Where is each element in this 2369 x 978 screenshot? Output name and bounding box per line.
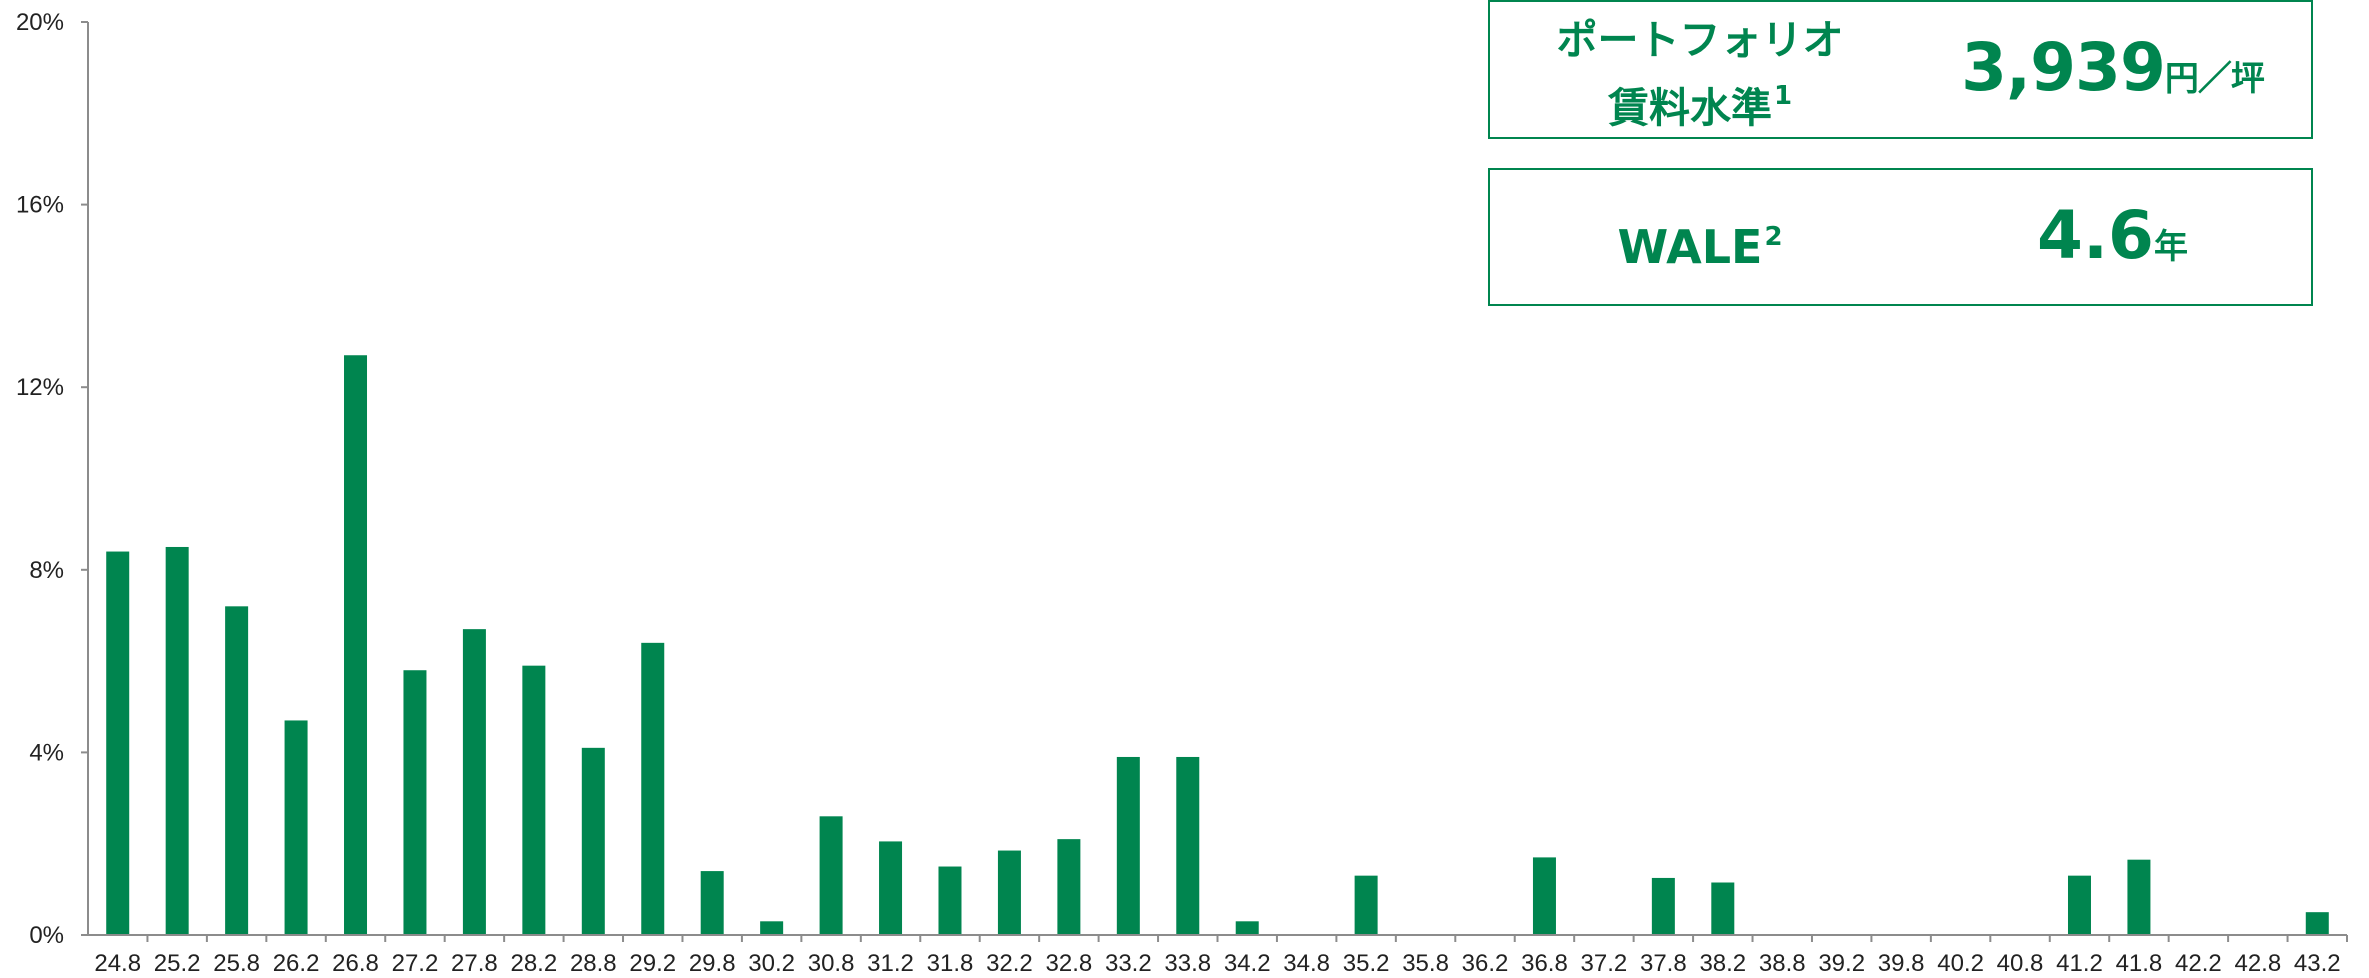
bar-29.8	[700, 871, 724, 935]
x-tick-label: 24.8	[94, 950, 141, 977]
x-tick-label: 40.2	[1937, 950, 1984, 977]
bar-33.8	[1176, 756, 1200, 935]
bar-28.8	[581, 747, 605, 935]
x-tick-label: 26.2	[273, 950, 320, 977]
x-tick-label: 37.2	[1581, 950, 1628, 977]
bar-41.2	[2067, 875, 2091, 935]
x-tick-label: 35.2	[1343, 950, 1390, 977]
x-tick-label: 25.8	[213, 950, 260, 977]
x-tick-label: 37.8	[1640, 950, 1687, 977]
x-tick-label: 28.8	[570, 950, 617, 977]
wale-label: WALE2	[1490, 202, 1910, 282]
rent-level-box: ポートフォリオ 賃料水準1 3,939円／坪	[1488, 0, 2313, 139]
x-tick-label: 30.8	[808, 950, 855, 977]
x-tick-label: 30.2	[748, 950, 795, 977]
bar-38.2	[1711, 882, 1735, 935]
rent-label-line2: 賃料水準	[1607, 84, 1772, 132]
bar-32.8	[1057, 839, 1081, 935]
x-tick-label: 31.8	[927, 950, 974, 977]
bar-26.2	[284, 720, 308, 935]
x-tick-label: 34.2	[1224, 950, 1271, 977]
bar-30.8	[819, 816, 843, 935]
x-tick-label: 26.8	[332, 950, 379, 977]
bar-27.2	[403, 670, 427, 935]
x-tick-label: 33.8	[1164, 950, 1211, 977]
wale-value-unit: 年	[2153, 227, 2188, 267]
bar-26.8	[344, 355, 368, 935]
x-tick-label: 38.2	[1699, 950, 1746, 977]
x-tick-label: 31.2	[867, 950, 914, 977]
bar-33.2	[1116, 756, 1140, 935]
bar-43.2	[2305, 912, 2329, 935]
y-tick-label: 0%	[29, 922, 64, 949]
bar-25.2	[165, 546, 189, 935]
bars	[106, 355, 2329, 935]
bar-31.8	[938, 866, 962, 935]
wale-box: WALE2 4.6年	[1488, 168, 2313, 306]
rent-value-number: 3,939	[1961, 29, 2166, 106]
bar-31.2	[879, 841, 903, 935]
bar-41.8	[2127, 859, 2151, 935]
y-tick-label: 16%	[16, 192, 64, 219]
x-tick-label: 36.8	[1521, 950, 1568, 977]
x-tick-label: 35.8	[1402, 950, 1449, 977]
bar-32.2	[997, 850, 1021, 935]
x-tick-label: 43.2	[2294, 950, 2341, 977]
x-tick-label: 32.8	[1046, 950, 1093, 977]
x-tick-label: 28.2	[510, 950, 557, 977]
x-tick-label: 27.2	[392, 950, 439, 977]
x-tick-label: 41.2	[2056, 950, 2103, 977]
bar-37.8	[1651, 877, 1675, 935]
x-tick-label: 29.8	[689, 950, 736, 977]
x-tick-label: 34.8	[1283, 950, 1330, 977]
bar-36.8	[1532, 857, 1556, 935]
x-tick-label: 41.8	[2116, 950, 2163, 977]
bar-29.2	[641, 642, 665, 935]
x-tick-label: 39.8	[1878, 950, 1925, 977]
wale-value: 4.6年	[1910, 194, 2315, 289]
bar-27.8	[462, 629, 486, 935]
x-axis: 24.8 25.2 25.8 26.2 26.8 27.2 27.8 28.2 28.8 29.2…	[88, 934, 2348, 977]
x-tick-label: 33.2	[1105, 950, 1152, 977]
x-tick-label: 42.8	[2234, 950, 2281, 977]
bar-28.2	[522, 665, 546, 935]
bar-34.2	[1235, 921, 1259, 935]
x-tick-label: 42.2	[2175, 950, 2222, 977]
x-tick-label: 29.2	[629, 950, 676, 977]
rent-value-unit: 円／坪	[2164, 59, 2265, 99]
wale-footnote-mark: 2	[1764, 222, 1783, 252]
wale-value-number: 4.6	[2037, 197, 2154, 274]
x-tick-label: 27.8	[451, 950, 498, 977]
rent-level-value: 3,939円／坪	[1910, 26, 2315, 121]
y-tick-label: 8%	[29, 557, 64, 584]
bar-30.2	[760, 921, 784, 935]
bar-35.2	[1354, 875, 1378, 935]
bar-25.8	[225, 606, 249, 935]
y-tick-label: 4%	[29, 739, 64, 766]
x-tick-label: 36.2	[1462, 950, 1509, 977]
rent-label-line1: ポートフォリオ	[1556, 16, 1844, 64]
bar-24.8	[106, 551, 130, 935]
rent-footnote-mark: 1	[1773, 81, 1793, 111]
y-axis: 0% 4% 8% 12% 16% 20%	[16, 9, 89, 949]
x-tick-label: 39.2	[1818, 950, 1865, 977]
x-tick-label: 25.2	[154, 950, 201, 977]
x-tick-label: 40.8	[1997, 950, 2044, 977]
y-tick-label: 20%	[16, 9, 64, 36]
y-tick-label: 12%	[16, 374, 64, 401]
rent-level-label: ポートフォリオ 賃料水準1	[1490, 12, 1910, 136]
x-tick-label: 32.2	[986, 950, 1033, 977]
wale-label-text: WALE	[1617, 220, 1763, 274]
x-tick-label: 38.8	[1759, 950, 1806, 977]
